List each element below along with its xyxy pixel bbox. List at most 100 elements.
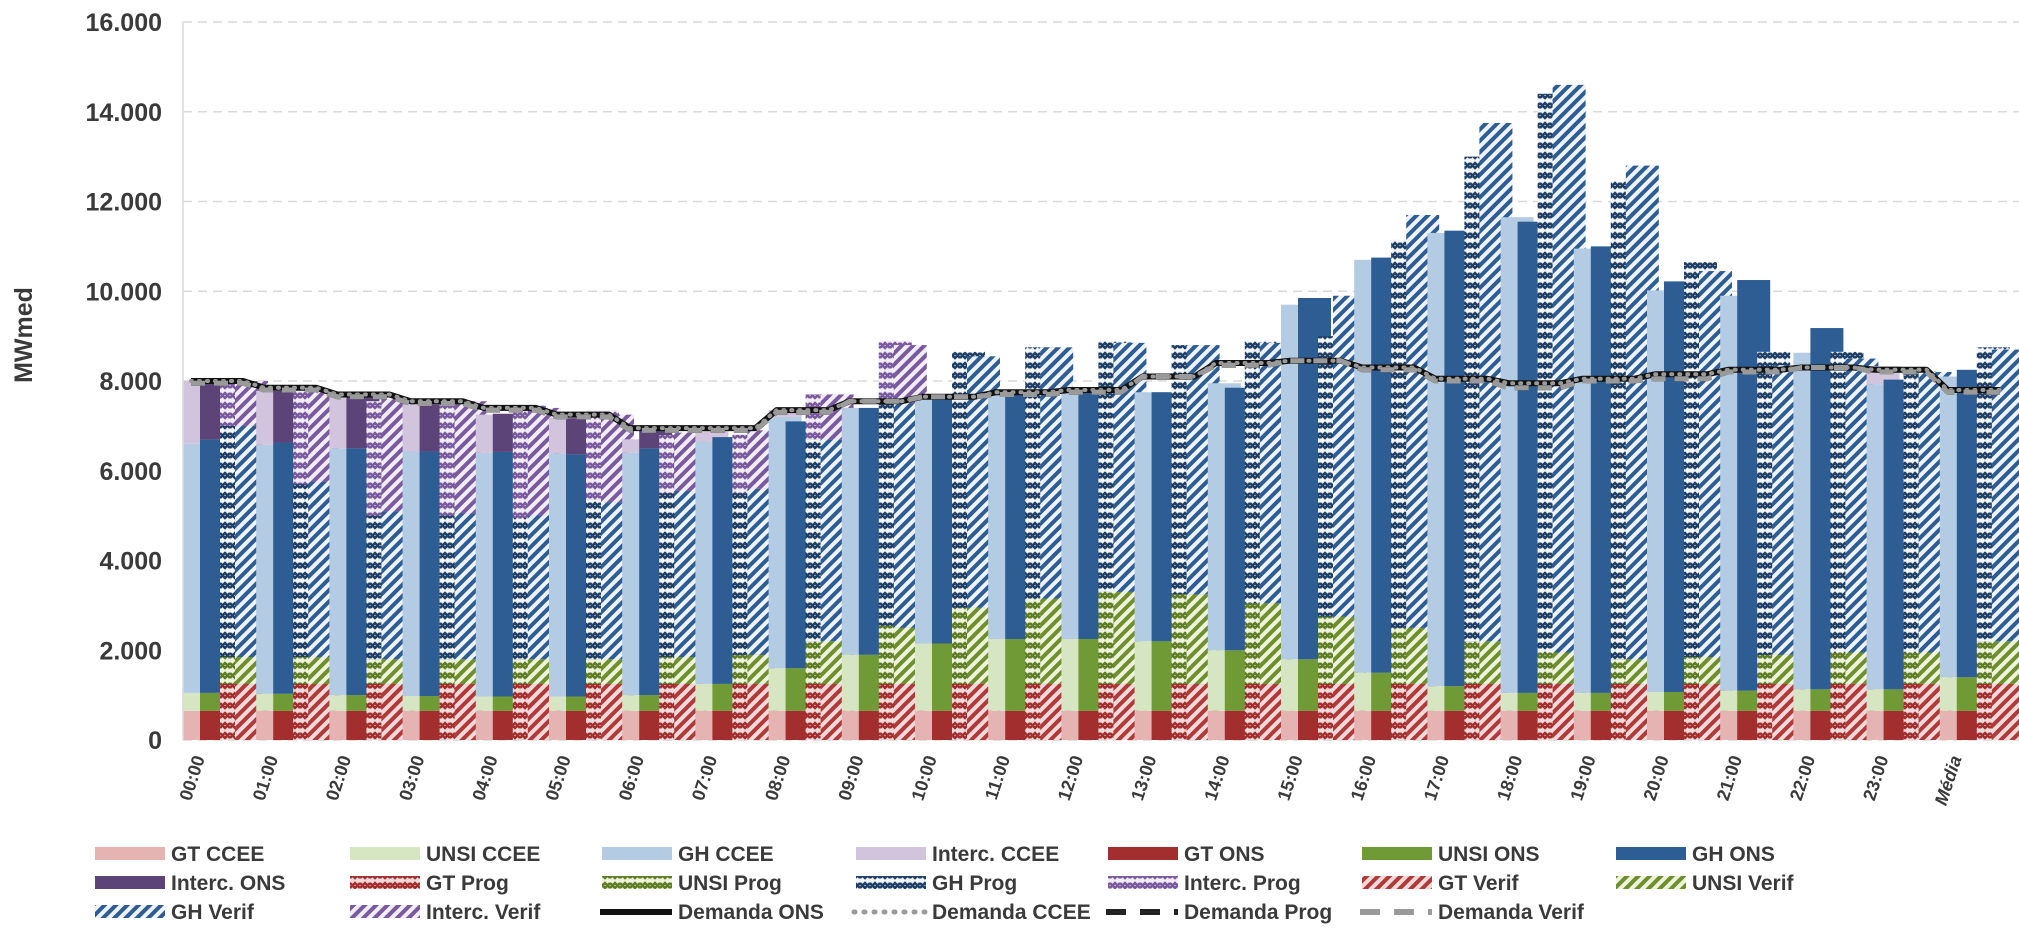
y-tick-label: 16.000 — [86, 9, 162, 37]
x-tick-label: 01:00 — [249, 753, 282, 803]
x-tick-label: 14:00 — [1200, 753, 1233, 803]
legend-swatch — [1616, 847, 1686, 860]
legend-label: UNSI Prog — [678, 872, 782, 895]
x-tick-label: 22:00 — [1786, 753, 1819, 803]
x-tick-label: 21:00 — [1713, 753, 1746, 803]
legend-label: GT ONS — [1184, 843, 1265, 866]
x-tick-label: 09:00 — [834, 753, 867, 803]
legend-item-gt-ons: GT ONS — [1108, 843, 1265, 866]
legend-item-gh-ons: GH ONS — [1616, 843, 1775, 866]
legend-swatch — [1362, 876, 1432, 889]
legend: GT CCEE UNSI CCEE GH CCEE Interc. CCEE GT ON… — [95, 843, 1795, 924]
legend-swatch — [856, 847, 926, 860]
x-tick-label: 17:00 — [1420, 753, 1453, 803]
legend-label: UNSI CCEE — [426, 843, 540, 866]
x-tick-label: 04:00 — [468, 753, 501, 803]
x-tick-label: 10:00 — [908, 753, 941, 803]
legend-swatch — [1362, 847, 1432, 860]
legend-label: Demanda Prog — [1184, 901, 1332, 924]
legend-swatch — [350, 847, 420, 860]
legend-label: Demanda ONS — [678, 901, 824, 924]
legend-item-unsi-ccee: UNSI CCEE — [350, 843, 540, 866]
legend-swatch — [856, 876, 926, 889]
legend-label: GH ONS — [1692, 843, 1775, 866]
legend-label: UNSI ONS — [1438, 843, 1540, 866]
legend-item-gt-ccee: GT CCEE — [95, 843, 264, 866]
x-tick-label: 19:00 — [1566, 753, 1599, 803]
legend-item-interc-ccee: Interc. CCEE — [856, 843, 1059, 866]
legend-label: GT Verif — [1438, 872, 1520, 895]
bar-gh-verif-Média — [1991, 349, 2019, 642]
bar-interc-verif-0900 — [893, 345, 927, 404]
line-demanda-verif — [191, 358, 2000, 433]
y-tick-label: 2.000 — [99, 637, 162, 665]
x-tick-label: 07:00 — [688, 753, 721, 803]
legend-item-demanda-verif: Demanda Verif — [1360, 901, 1585, 924]
legend-item-gh-prog: GH Prog — [856, 872, 1017, 895]
legend-swatch — [95, 905, 165, 918]
legend-label: UNSI Verif — [1692, 872, 1795, 895]
x-tick-label: 05:00 — [542, 753, 575, 803]
legend-item-gt-verif: GT Verif — [1362, 872, 1520, 895]
bars — [183, 84, 2019, 740]
legend-item-unsi-prog: UNSI Prog — [602, 872, 782, 895]
legend-item-interc-verif: Interc. Verif — [350, 901, 541, 924]
x-tick-label: 18:00 — [1493, 753, 1526, 803]
x-tick-label: Média — [1931, 753, 1966, 808]
legend-swatch — [602, 876, 672, 889]
legend-label: Interc. CCEE — [932, 843, 1059, 866]
x-tick-label: 02:00 — [322, 753, 355, 803]
x-tick-label: 06:00 — [615, 753, 648, 803]
legend-label: GH Prog — [932, 872, 1017, 895]
bar-gt-verif-Média — [1991, 683, 2019, 740]
legend-item-interc-ons: Interc. ONS — [95, 872, 285, 895]
legend-item-unsi-verif: UNSI Verif — [1616, 872, 1795, 895]
y-tick-label: 0 — [148, 727, 162, 755]
x-tick-label: 20:00 — [1640, 753, 1673, 803]
x-tick-label: 03:00 — [395, 753, 428, 803]
y-tick-label: 10.000 — [86, 278, 162, 306]
legend-swatch — [95, 847, 165, 860]
legend-item-interc-prog: Interc. Prog — [1108, 872, 1301, 895]
legend-swatch — [1108, 847, 1178, 860]
y-tick-label: 4.000 — [99, 548, 162, 576]
legend-swatch — [350, 876, 420, 889]
legend-item-unsi-ons: UNSI ONS — [1362, 843, 1540, 866]
legend-item-gh-verif: GH Verif — [95, 901, 255, 924]
x-tick-label: 11:00 — [981, 753, 1014, 802]
legend-label: Demanda Verif — [1438, 901, 1585, 924]
legend-item-gh-ccee: GH CCEE — [602, 843, 774, 866]
bar-unsi-verif-Média — [1991, 641, 2019, 684]
y-tick-label: 14.000 — [86, 99, 162, 127]
x-tick-label: 15:00 — [1274, 753, 1307, 803]
legend-item-demanda-ons: Demanda ONS — [600, 901, 824, 924]
legend-swatch — [1108, 876, 1178, 889]
y-tick-label: 12.000 — [86, 189, 162, 217]
legend-label: GT CCEE — [171, 843, 264, 866]
legend-swatch — [350, 905, 420, 918]
legend-label: GH Verif — [171, 901, 255, 924]
x-tick-label: 23:00 — [1859, 753, 1892, 803]
x-tick-label: 16:00 — [1347, 753, 1380, 803]
y-tick-label: 8.000 — [99, 368, 162, 396]
legend-label: Interc. Verif — [426, 901, 541, 924]
x-tick-label: 00:00 — [176, 753, 209, 803]
demand-lines — [189, 357, 2002, 433]
x-tick-label: 13:00 — [1127, 753, 1160, 803]
legend-swatch — [1616, 876, 1686, 889]
x-tick-label: 08:00 — [761, 753, 794, 803]
legend-item-gt-prog: GT Prog — [350, 872, 509, 895]
y-axis-label: MWmed — [10, 287, 38, 383]
x-tick-label: 12:00 — [1054, 753, 1087, 803]
legend-swatch — [602, 847, 672, 860]
legend-label: GT Prog — [426, 872, 509, 895]
legend-label: Interc. Prog — [1184, 872, 1301, 895]
y-tick-label: 6.000 — [99, 458, 162, 486]
legend-label: Demanda CCEE — [932, 901, 1091, 924]
legend-label: GH CCEE — [678, 843, 774, 866]
legend-label: Interc. ONS — [171, 872, 285, 895]
legend-swatch — [95, 876, 165, 889]
legend-item-demanda-ccee: Demanda CCEE — [851, 901, 1091, 924]
legend-item-demanda-prog: Demanda Prog — [1106, 901, 1332, 924]
